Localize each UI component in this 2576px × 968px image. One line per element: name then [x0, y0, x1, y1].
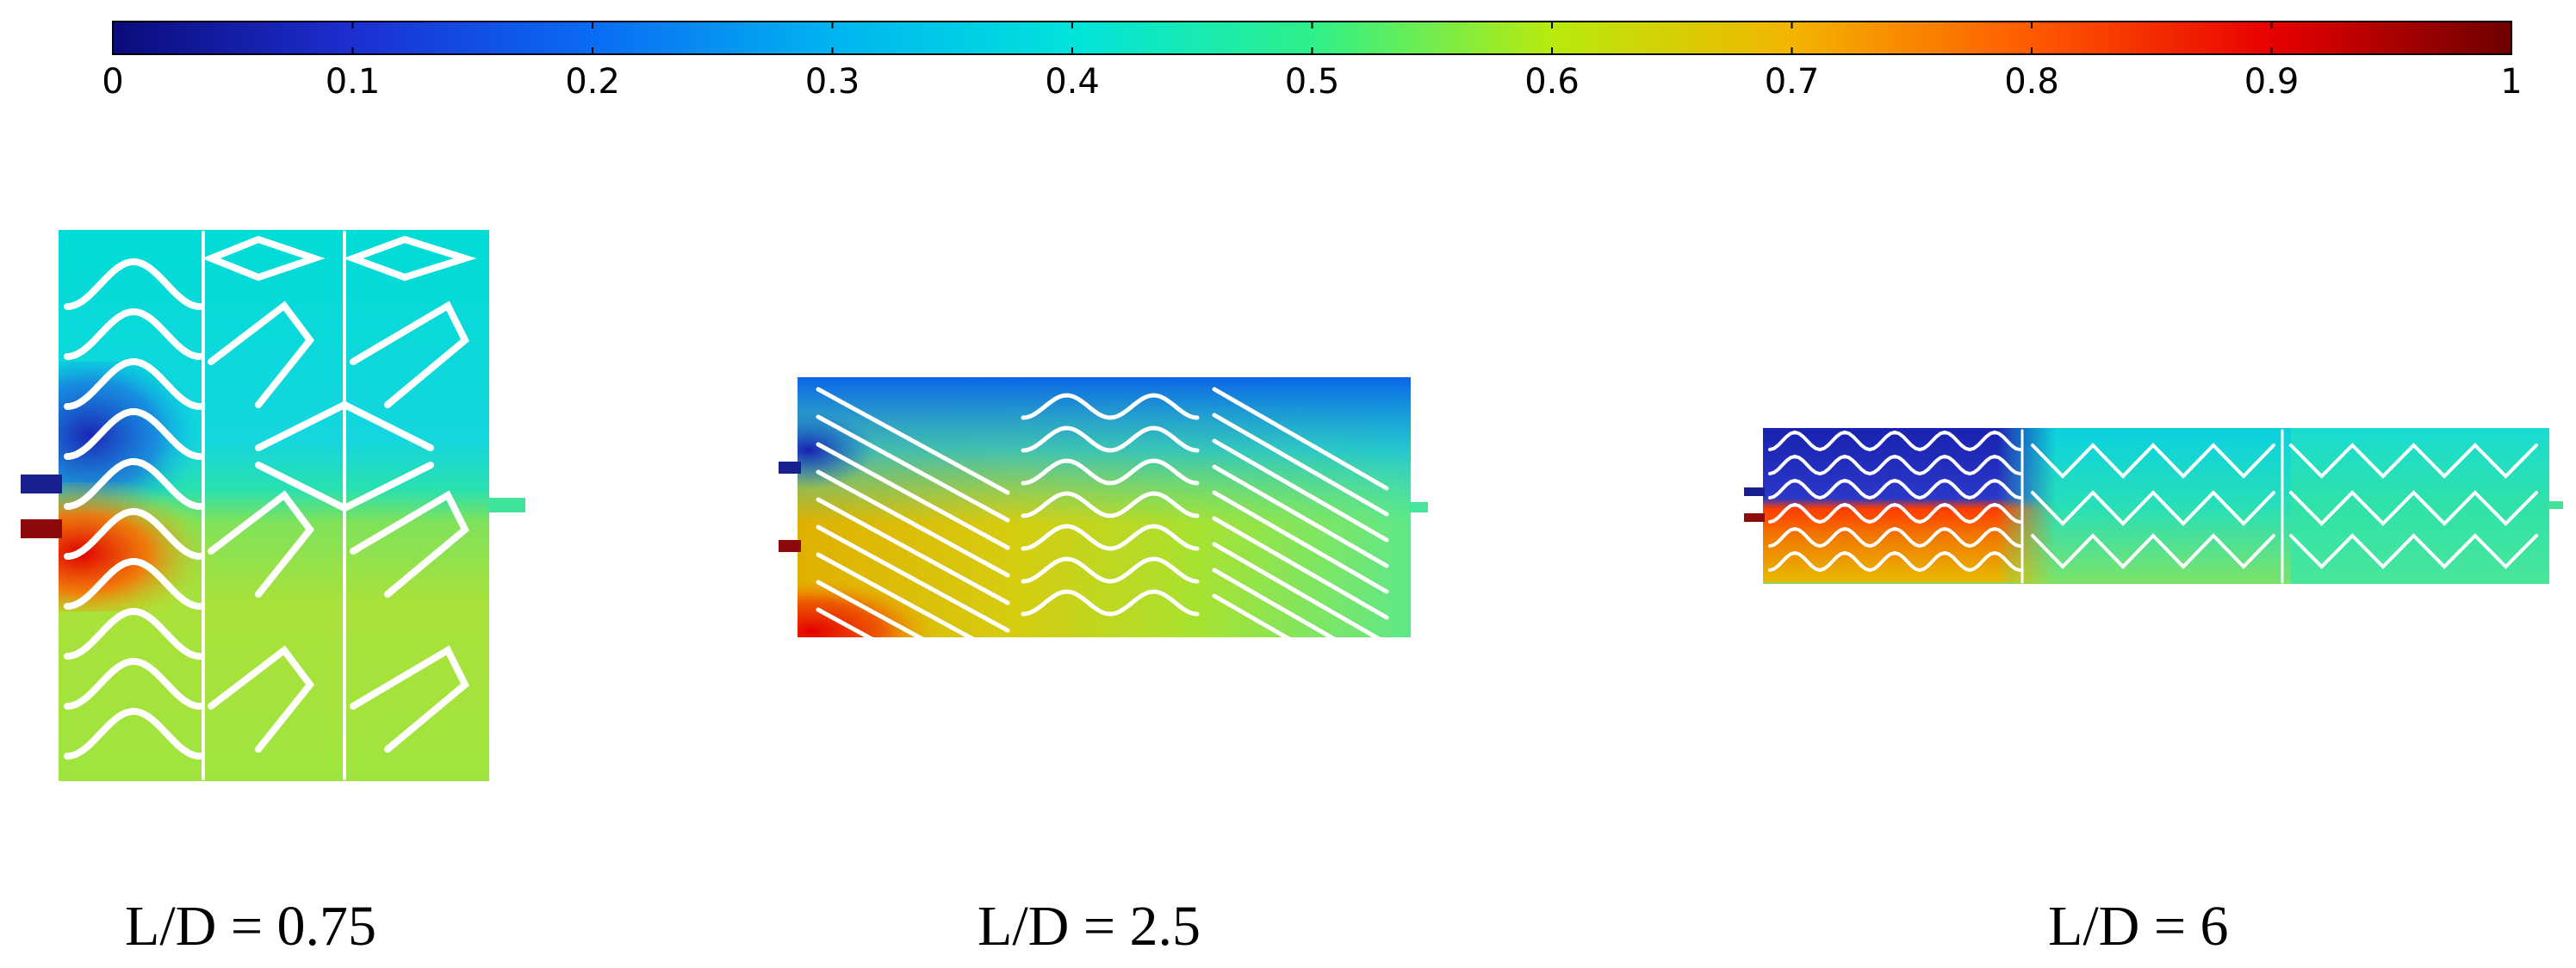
- zigzag-baffle: [2031, 443, 2275, 479]
- diagonal-baffle: [1212, 593, 1389, 698]
- diagonal-baffle: [816, 497, 1010, 605]
- colorbar: 0 0.1 0.2 0.3 0.4 0.5 0.6 0.7 0.8 0.9 1: [102, 21, 2523, 102]
- panel-ld-0-75: L/D = 0.75: [21, 230, 525, 958]
- wavy-baffle: [1021, 589, 1200, 617]
- wavy-baffle: [1021, 491, 1200, 518]
- chevron-baffle: [350, 490, 469, 598]
- colorbar-tick-label: 1: [2500, 62, 2522, 102]
- panel-1-label: L/D = 0.75: [125, 895, 376, 958]
- colorbar-tick-label: 0: [102, 62, 123, 102]
- panel-3-label: L/D = 6: [2048, 895, 2229, 958]
- chevron-baffle: [343, 235, 477, 282]
- panel-2-cold-inlet: [779, 462, 801, 474]
- wavy-baffle: [64, 657, 203, 710]
- zigzag-baffle: [2031, 533, 2275, 569]
- wavy-baffle: [1021, 524, 1200, 551]
- diagonal-baffle: [1212, 413, 1389, 517]
- diagonal-baffle: [1212, 542, 1389, 646]
- chevron-baffle: [208, 645, 315, 753]
- diagonal-baffle: [816, 442, 1010, 550]
- diagonal-baffle: [1212, 464, 1389, 568]
- diagonal-baffle: [816, 524, 1010, 633]
- panel-3-outlet: [2548, 501, 2563, 509]
- zigzag-baffle: [2031, 490, 2275, 526]
- wavy-baffle: [1768, 478, 2021, 500]
- wavy-baffle: [1021, 556, 1200, 584]
- panel-2-outlet: [1409, 502, 1428, 512]
- wavy-baffle: [1768, 430, 2021, 452]
- wavy-baffle: [64, 457, 203, 510]
- diagonal-baffle: [816, 469, 1010, 578]
- wavy-baffle: [64, 258, 203, 310]
- diagonal-baffle: [1212, 490, 1389, 594]
- panel-3-cold-inlet: [1744, 487, 1765, 496]
- colorbar-tick-label: 0.4: [1045, 62, 1100, 102]
- panel-1-baffles: [64, 231, 477, 780]
- chevron-baffle: [255, 400, 434, 451]
- wavy-baffle: [1021, 425, 1200, 453]
- diagonal-baffle: [816, 580, 1010, 688]
- wavy-baffle: [1021, 393, 1200, 420]
- diagonal-baffle: [1212, 438, 1389, 543]
- panel-ld-6: L/D = 6: [1744, 428, 2563, 958]
- wavy-baffle: [64, 407, 203, 460]
- panel-1-outlet: [487, 498, 525, 512]
- diagonal-baffle: [1212, 568, 1389, 672]
- diagonal-baffle: [1212, 387, 1389, 491]
- colorbar-tick-label: 0.7: [1765, 62, 1820, 102]
- wavy-baffle: [64, 557, 203, 610]
- chevron-baffle: [255, 462, 434, 512]
- panel-1-cold-inlet: [21, 475, 62, 493]
- chevron-baffle: [202, 235, 326, 282]
- panel-2-label: L/D = 2.5: [978, 895, 1201, 958]
- wavy-baffle: [1768, 454, 2021, 476]
- wavy-baffle: [1768, 502, 2021, 524]
- diagonal-baffle: [816, 607, 1010, 716]
- diagonal-baffle: [816, 387, 1010, 495]
- panel-1-hot-inlet: [21, 519, 62, 538]
- chevron-baffle: [350, 645, 469, 753]
- panel-3-baffles: [1768, 429, 2538, 584]
- colorbar-tick-label: 0.1: [326, 62, 381, 102]
- wavy-baffle: [1768, 550, 2021, 573]
- panel-3-mid-field: [2015, 428, 2291, 584]
- wavy-baffle: [1768, 526, 2021, 549]
- colorbar-tick-label: 0.5: [1285, 62, 1340, 102]
- wavy-baffle: [64, 607, 203, 660]
- wavy-baffle: [64, 357, 203, 410]
- wavy-baffle: [64, 707, 203, 760]
- diagonal-baffle: [816, 552, 1010, 661]
- colorbar-tick-label: 0.2: [565, 62, 620, 102]
- colorbar-tick-label: 0.6: [1524, 62, 1580, 102]
- zigzag-baffle: [2289, 533, 2538, 569]
- colorbar-tick-label: 0.9: [2244, 62, 2300, 102]
- diagonal-baffle: [816, 414, 1010, 523]
- colorbar-ticks: 0 0.1 0.2 0.3 0.4 0.5 0.6 0.7 0.8 0.9 1: [102, 22, 2523, 102]
- chevron-baffle: [208, 490, 315, 598]
- colorbar-tick-label: 0.8: [2004, 62, 2059, 102]
- panel-3-left-field: [1763, 428, 2056, 584]
- wavy-baffle: [64, 307, 203, 360]
- chevron-baffle: [208, 301, 315, 408]
- panel-3-hot-inlet: [1744, 513, 1765, 522]
- panel-2-baffles: [816, 387, 1389, 716]
- zigzag-baffle: [2289, 490, 2538, 526]
- wavy-baffle: [1021, 458, 1200, 486]
- diagonal-baffle: [1212, 516, 1389, 620]
- panel-ld-2-5: L/D = 2.5: [779, 377, 1428, 958]
- colorbar-tick-label: 0.3: [805, 62, 860, 102]
- zigzag-baffle: [2289, 443, 2538, 479]
- panel-2-hot-inlet: [779, 540, 801, 552]
- wavy-baffle: [64, 507, 203, 560]
- chevron-baffle: [350, 301, 469, 408]
